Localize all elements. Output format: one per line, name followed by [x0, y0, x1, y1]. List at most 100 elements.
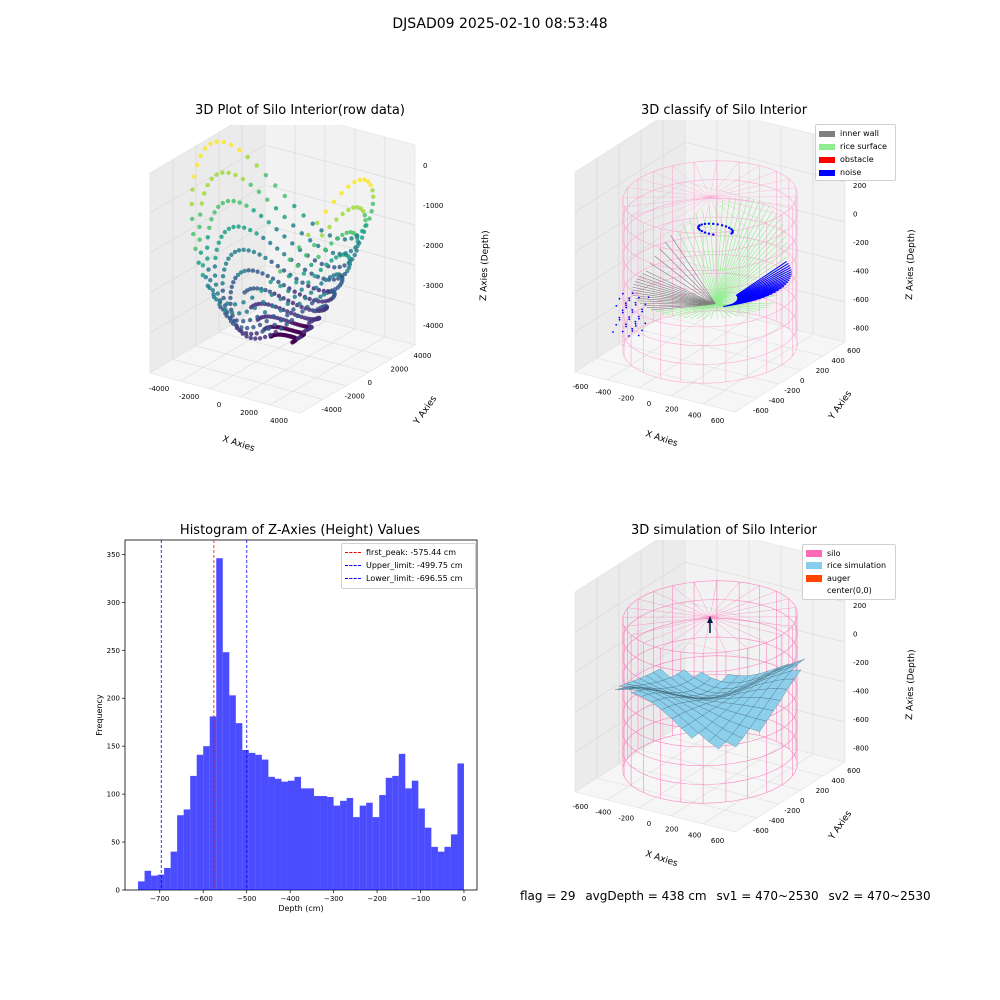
histogram-bar	[196, 754, 204, 890]
scatter-point	[307, 296, 312, 302]
scatter-point	[323, 247, 328, 252]
scatter-point	[339, 191, 344, 196]
scatter-point	[270, 304, 275, 309]
histogram-bar	[327, 796, 334, 890]
legend-swatch	[806, 562, 822, 570]
scatter-point	[355, 233, 360, 238]
scatter-point	[295, 336, 301, 341]
histogram-ticks: −700 −600 −500 −400 −300 −200 −100 0 0 50 100 150 20…	[107, 551, 467, 903]
noise-point	[703, 222, 707, 226]
scatter-point	[242, 290, 247, 295]
silo-roof-spoke	[680, 196, 711, 233]
classified-ray	[715, 198, 755, 305]
panel4-legend-item: rice simulation	[806, 560, 892, 573]
noise-ray	[737, 275, 792, 300]
scatter-point	[286, 274, 292, 279]
silo-roof-spoke	[709, 598, 789, 618]
panel1-zlabel: Z Axies (Depth)	[479, 230, 491, 301]
noise-point	[631, 330, 634, 332]
silo-roof-spoke	[627, 607, 711, 618]
silo-roof-spoke	[709, 585, 760, 618]
legend-label: rice surface	[840, 142, 887, 151]
status-sv2: sv2 = 470~2530	[828, 889, 931, 903]
classified-ray	[715, 304, 731, 318]
classified-ray	[715, 205, 770, 305]
classified-ray	[715, 304, 738, 317]
scatter-point	[324, 262, 329, 267]
scatter-point	[254, 163, 259, 168]
scatter-point	[343, 251, 348, 256]
classified-ray	[715, 304, 761, 310]
histogram-bar	[450, 834, 458, 890]
scatter-point	[357, 240, 362, 246]
scatter-point	[238, 270, 244, 275]
scatter-point	[270, 276, 276, 281]
scatter-point	[332, 287, 338, 292]
scatter-point	[352, 252, 357, 258]
scatter-point	[292, 294, 297, 299]
z-tick-label: 0	[853, 630, 857, 638]
histogram-bar	[405, 788, 412, 890]
scatter-point	[226, 170, 231, 175]
scatter-point	[262, 334, 268, 340]
histogram-bar	[340, 800, 347, 890]
histogram-bar	[203, 746, 210, 890]
scatter-point	[235, 272, 241, 278]
scatter-point	[281, 268, 287, 273]
scatter-point	[223, 261, 229, 266]
classified-ray	[632, 292, 716, 305]
classified-ray	[642, 273, 716, 305]
classified-ray	[660, 304, 716, 314]
classified-ray	[645, 270, 716, 305]
scatter-point	[282, 214, 287, 220]
scatter-point	[261, 300, 266, 305]
surface-quad	[787, 658, 805, 669]
noise-point	[628, 318, 631, 321]
scatter-point	[290, 300, 296, 306]
classified-ray	[633, 284, 716, 305]
scatter-point	[217, 302, 222, 307]
z-tick-label: -800	[853, 325, 869, 333]
classified-ray	[650, 304, 716, 311]
scatter-point	[294, 276, 299, 282]
scatter-point	[229, 252, 234, 257]
silo-roof-spoke	[709, 160, 718, 198]
classified-ray	[632, 289, 716, 305]
scatter-point	[269, 259, 274, 264]
panel2-zlabel: Z Axies (Depth)	[905, 229, 917, 300]
scatter-point	[307, 320, 312, 325]
scatter-point	[228, 315, 233, 321]
scatter-point	[199, 201, 204, 206]
scatter-point	[245, 154, 250, 160]
scatter-point	[334, 236, 340, 241]
classified-ray	[683, 304, 716, 319]
scatter-point	[219, 234, 224, 239]
z-tick-label: 200	[853, 182, 866, 190]
silo-roof-spoke	[709, 616, 783, 636]
scatter-point	[312, 242, 317, 248]
histogram-bar	[457, 763, 464, 890]
scatter-point	[370, 201, 376, 206]
silo-roof-spoke	[709, 616, 767, 643]
scatter-point	[248, 182, 253, 187]
silo-roof-spoke	[637, 178, 711, 198]
scatter-point	[365, 179, 371, 184]
silo-roof-spoke	[653, 591, 711, 618]
scatter-point	[225, 301, 230, 306]
classified-ray	[688, 218, 717, 305]
x-tick-label: -400	[595, 389, 611, 397]
noise-point	[621, 311, 624, 314]
legend-label: center(0,0)	[827, 586, 872, 596]
classified-ray	[639, 275, 716, 305]
scatter-point	[318, 294, 323, 299]
silo-roof-spoke	[637, 598, 711, 618]
scatter-point	[309, 271, 314, 276]
classified-ray	[665, 304, 716, 316]
scatter-point	[251, 325, 256, 330]
silo-roof-spoke	[709, 196, 793, 207]
scatter-point	[360, 228, 365, 234]
scatter-point	[241, 319, 246, 324]
histogram-reference-lines	[160, 540, 248, 890]
scatter-point	[274, 227, 279, 232]
noise-point	[716, 223, 719, 226]
